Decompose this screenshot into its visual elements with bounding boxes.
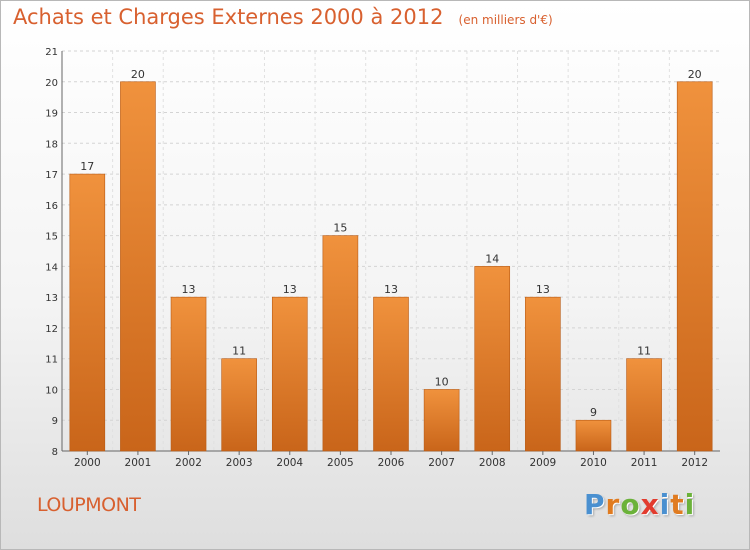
logo-letter: o: [620, 488, 641, 521]
bar: [373, 296, 409, 452]
x-tick-label: 2004: [276, 457, 303, 469]
bar: [474, 266, 511, 452]
x-tick-label: 2005: [327, 457, 354, 469]
x-tick-label: 2011: [631, 457, 658, 469]
logo-letter: t: [670, 488, 685, 521]
data-label: 13: [536, 283, 550, 296]
x-tick-label: 2006: [378, 457, 405, 469]
y-tick-label: 8: [52, 447, 58, 458]
data-label: 20: [688, 68, 702, 81]
y-tick-label: 11: [45, 355, 58, 366]
data-label: 13: [283, 283, 297, 296]
bar: [120, 81, 156, 452]
y-tick-label: 14: [45, 262, 58, 273]
chart-title: Achats et Charges Externes 2000 à 2012: [13, 5, 444, 29]
data-label: 11: [232, 345, 246, 358]
title-row: Achats et Charges Externes 2000 à 2012 (…: [13, 5, 553, 29]
chart-subtitle: (en milliers d'€): [458, 13, 553, 27]
logo-letter: P: [584, 488, 606, 521]
data-label: 13: [384, 283, 398, 296]
data-label: 14: [485, 252, 499, 265]
y-tick-label: 10: [45, 385, 58, 396]
bar: [423, 389, 460, 452]
x-tick-label: 2000: [74, 457, 101, 469]
y-tick-label: 19: [45, 109, 58, 120]
data-label: 20: [131, 68, 145, 81]
logo-letter: r: [605, 488, 621, 521]
y-tick-label: 17: [45, 170, 58, 181]
bar: [69, 173, 106, 452]
bar: [271, 296, 308, 452]
bar: [322, 235, 359, 452]
data-label: 11: [637, 345, 651, 358]
x-tick-label: 2002: [175, 457, 202, 469]
logo-letter: i: [684, 488, 696, 521]
x-tick-label: 2010: [580, 457, 607, 469]
bar: [525, 296, 561, 452]
y-tick-label: 20: [45, 78, 58, 89]
commune-name: LOUPMONT: [37, 494, 141, 516]
logo-letter: i: [659, 488, 671, 521]
data-label: 9: [590, 406, 597, 419]
data-label: 10: [435, 375, 449, 388]
y-tick-label: 18: [45, 139, 58, 150]
x-tick-label: 2008: [479, 457, 506, 469]
x-tick-label: 2001: [125, 457, 152, 469]
y-tick-label: 13: [45, 293, 58, 304]
y-tick-label: 15: [45, 232, 58, 243]
data-label: 13: [182, 283, 196, 296]
y-tick-label: 12: [45, 324, 58, 335]
x-tick-label: 2003: [226, 457, 253, 469]
bar: [575, 419, 612, 452]
y-tick-label: 9: [52, 416, 58, 427]
x-tick-label: 2012: [681, 457, 708, 469]
bar: [221, 358, 257, 452]
x-tick-label: 2007: [428, 457, 455, 469]
proxiti-logo: Proxiti: [584, 488, 695, 521]
logo-letter: x: [640, 488, 660, 521]
bar: [170, 296, 207, 452]
bar: [676, 81, 713, 452]
y-tick-label: 16: [45, 201, 58, 212]
x-tick-label: 2009: [529, 457, 556, 469]
data-label: 17: [80, 160, 94, 173]
y-tick-label: 21: [45, 47, 58, 58]
bar: [626, 358, 662, 452]
data-label: 15: [333, 222, 347, 235]
